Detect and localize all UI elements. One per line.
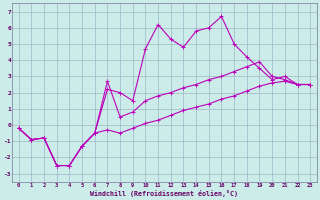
X-axis label: Windchill (Refroidissement éolien,°C): Windchill (Refroidissement éolien,°C)	[91, 190, 238, 197]
